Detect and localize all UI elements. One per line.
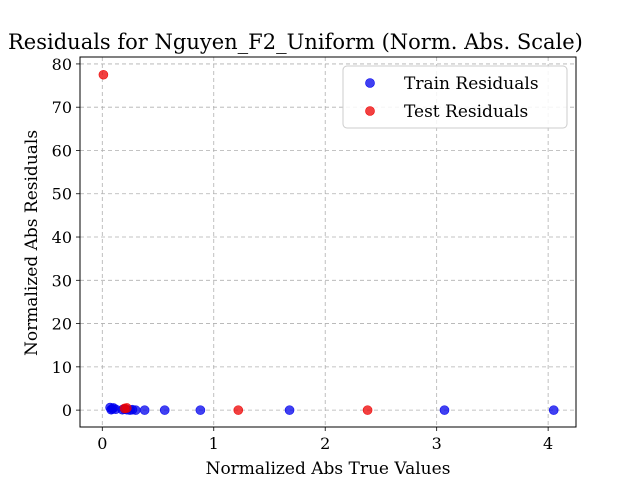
y-tick-label: 50 — [52, 185, 72, 204]
legend: Train Residuals Test Residuals — [342, 65, 568, 129]
y-tick-label: 70 — [52, 98, 72, 117]
x-tick-label: 4 — [543, 434, 553, 453]
data-point — [159, 405, 170, 415]
data-point — [122, 403, 132, 413]
y-tick-label: 80 — [52, 55, 72, 74]
data-point — [130, 405, 141, 415]
y-axis-label: Normalized Abs Residuals — [22, 130, 42, 356]
legend-marker — [365, 106, 375, 116]
data-point — [548, 405, 559, 415]
y-tick-label: 30 — [52, 271, 72, 290]
data-point — [195, 405, 206, 415]
x-tick-label: 3 — [432, 434, 442, 453]
x-tick-label: 0 — [97, 434, 107, 453]
data-point — [284, 405, 295, 415]
data-points — [98, 69, 559, 415]
legend-marker — [365, 78, 375, 88]
data-point — [139, 405, 150, 415]
y-tick-label: 40 — [52, 228, 72, 247]
data-point — [233, 405, 244, 415]
data-point — [362, 405, 373, 415]
series-test-points — [98, 69, 373, 415]
x-axis-label: Normalized Abs True Values — [206, 459, 451, 479]
chart-title: Residuals for Nguyen_F2_Uniform (Norm. A… — [8, 30, 583, 54]
plot-area — [79, 56, 577, 428]
y-tick-label: 10 — [52, 358, 72, 377]
data-point — [98, 69, 109, 80]
legend-label: Test Residuals — [404, 102, 528, 122]
series-train-points — [105, 402, 559, 415]
legend-label: Train Residuals — [404, 74, 539, 94]
legend-box — [342, 65, 568, 129]
y-tick-label: 20 — [52, 315, 72, 334]
x-tick-label: 1 — [209, 434, 219, 453]
y-tick-label: 0 — [62, 401, 72, 420]
y-tick-label: 60 — [52, 141, 72, 160]
data-point — [439, 405, 450, 415]
x-tick-label: 2 — [320, 434, 330, 453]
